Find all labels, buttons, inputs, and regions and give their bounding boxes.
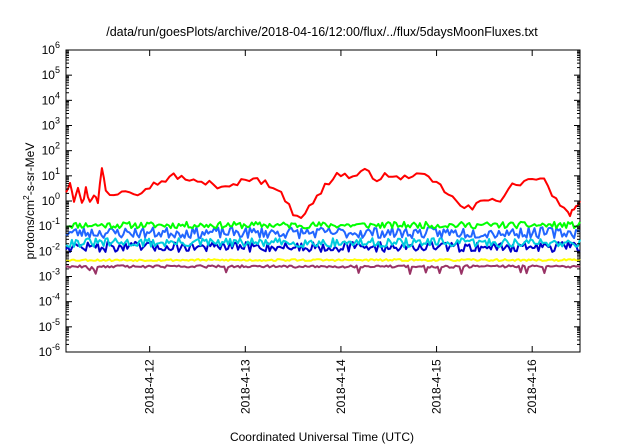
series-line (65, 264, 581, 275)
x-axis: 2018-4-12 2018-4-13 2018-4-14 2018-4-15 2018… (143, 50, 539, 414)
series-line (65, 220, 581, 230)
y-axis: 10-6 10-5 10-4 10-3 10-2 10-1 100 101 102 103 104 1… (39, 40, 580, 359)
plot-area: 10-6 10-5 10-4 10-3 10-2 10-1 100 101 102 103 104 1… (39, 40, 581, 414)
y-tick-label: 105 (42, 65, 60, 82)
plot-frame (65, 49, 581, 353)
series-line (65, 258, 581, 263)
y-tick-label: 10-1 (39, 216, 60, 233)
y-tick-label: 10-6 (39, 342, 60, 359)
series-line (65, 237, 581, 249)
y-tick-label: 106 (42, 40, 60, 57)
y-axis-title-superscript: 2 (21, 195, 31, 200)
x-tick-label: 2018-4-12 (143, 359, 157, 414)
x-tick-label: 2018-4-16 (525, 359, 539, 414)
chart-title: /data/run/goesPlots/archive/2018-04-16/1… (106, 25, 538, 39)
x-tick-label: 2018-4-13 (238, 359, 252, 414)
y-tick-label: 104 (42, 90, 60, 107)
y-tick-label: 100 (42, 191, 60, 208)
series-line (65, 226, 581, 240)
x-tick-label: 2018-4-15 (430, 359, 444, 414)
x-tick-label: 2018-4-14 (334, 359, 348, 414)
series-line (65, 167, 581, 219)
y-tick-label: 10-3 (39, 267, 60, 284)
series-layer (65, 167, 581, 275)
y-tick-label: 10-4 (39, 292, 60, 309)
y-axis-title-part-1: protons/cm (23, 200, 37, 259)
y-tick-label: 10-5 (39, 317, 60, 334)
y-tick-label: 101 (42, 166, 60, 183)
y-axis-title: protons/cm2-s-sr-MeV (21, 143, 37, 260)
y-tick-label: 103 (42, 116, 60, 133)
y-tick-label: 10-2 (39, 241, 60, 258)
y-axis-title-part-2: -s-sr-MeV (23, 143, 37, 196)
y-tick-label: 102 (42, 141, 60, 158)
x-axis-title: Coordinated Universal Time (UTC) (230, 430, 414, 444)
